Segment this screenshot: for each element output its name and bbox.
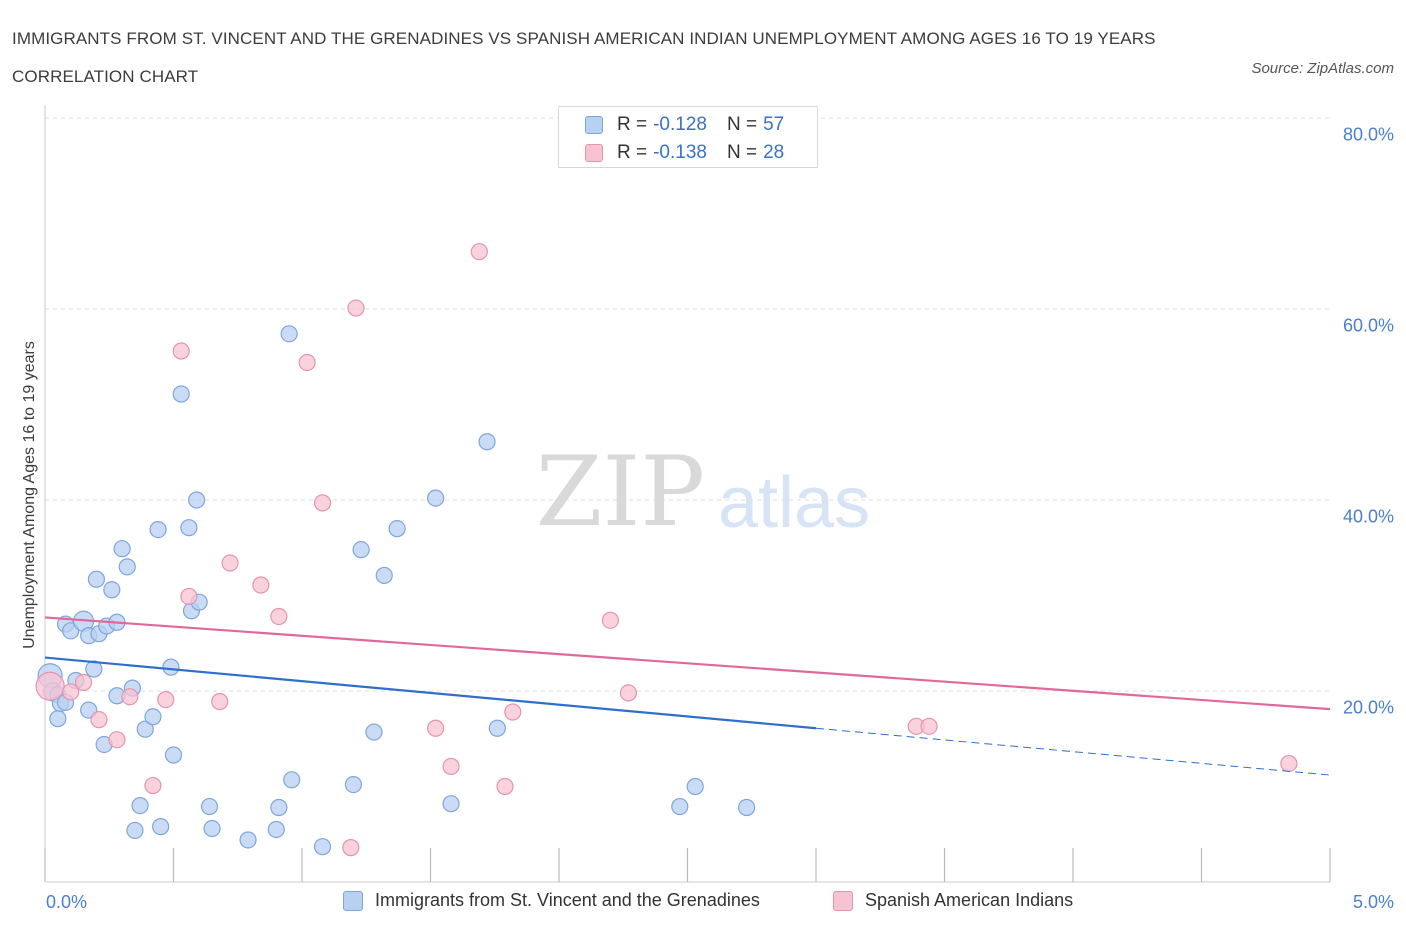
blue-data-point <box>136 720 154 738</box>
blue-data-point <box>388 520 406 538</box>
blue-data-point <box>375 566 393 585</box>
blue-data-point <box>344 775 362 794</box>
blue-data-point <box>152 818 170 836</box>
pink-data-point <box>172 342 190 360</box>
y-tick-label: 60.0% <box>1342 315 1394 336</box>
pink-trend-line <box>44 616 1331 711</box>
pink-data-point <box>1280 754 1298 773</box>
blue-data-point <box>270 798 288 817</box>
pink-data-point <box>270 607 288 626</box>
pink-data-point <box>342 839 360 857</box>
pink-data-point <box>221 554 239 572</box>
chart-title: IMMIGRANTS FROM ST. VINCENT AND THE GREN… <box>12 29 1156 86</box>
legend-row-pink: R = -0.138 N = 28 <box>585 141 784 165</box>
blue-data-point <box>188 491 206 509</box>
blue-data-point <box>442 795 460 813</box>
x-tick-label-min: 0.0% <box>46 892 88 912</box>
n-value: 28 <box>763 142 785 163</box>
blue-data-point <box>365 723 383 741</box>
legend-label: Spanish American Indians <box>865 890 1074 910</box>
pink-data-point <box>427 719 445 737</box>
pink-data-point <box>62 683 80 701</box>
blue-data-point <box>686 777 704 796</box>
blue-data-point <box>131 796 149 815</box>
legend-label: Immigrants from St. Vincent and the Gren… <box>375 890 760 910</box>
pink-data-point <box>298 353 316 372</box>
blue-data-point <box>280 325 298 343</box>
pink-data-point <box>313 494 332 512</box>
blue-data-point <box>164 746 183 764</box>
blue-data-point <box>49 710 67 728</box>
blue-data-point <box>126 821 144 840</box>
blue-data-point <box>118 558 136 576</box>
pink-data-point <box>496 777 514 796</box>
pink-data-point <box>180 587 198 606</box>
blue-data-point <box>283 771 301 789</box>
pink-data-point <box>211 692 229 711</box>
blue-data-point <box>488 719 506 737</box>
blue-swatch <box>585 116 603 134</box>
legend-item-spanish-american-indians: Spanish American Indians <box>833 890 1073 911</box>
y-tick-label: 20.0% <box>1342 697 1394 718</box>
blue-swatch <box>343 890 363 911</box>
blue-data-point <box>267 820 285 839</box>
correlation-legend: R = -0.128 N = 57 R = -0.138 N = 28 <box>558 106 818 168</box>
blue-data-point <box>149 521 167 539</box>
pink-data-point <box>920 717 938 735</box>
pink-data-point <box>90 711 108 729</box>
r-label: R = <box>617 114 648 135</box>
pink-data-point <box>252 576 270 594</box>
chart-source: Source: ZipAtlas.com <box>1251 60 1394 77</box>
blue-data-point <box>87 570 106 588</box>
x-tick-label-max: 5.0% <box>1352 892 1394 912</box>
pink-data-point <box>601 611 620 629</box>
pink-data-point <box>470 243 488 261</box>
blue-data-point <box>313 838 332 856</box>
pink-data-point <box>157 690 175 709</box>
n-value: 57 <box>763 114 785 135</box>
blue-trend-line <box>44 656 817 730</box>
blue-data-point <box>103 581 121 599</box>
legend-item-immigrants: Immigrants from St. Vincent and the Gren… <box>343 890 760 911</box>
pink-data-point <box>347 299 365 317</box>
pink-swatch <box>585 144 603 162</box>
blue-data-point <box>172 385 190 403</box>
n-label: N = <box>726 142 758 163</box>
pink-data-point <box>108 731 126 749</box>
pink-data-point <box>619 684 637 702</box>
n-label: N = <box>726 114 758 135</box>
blue-data-point <box>144 708 162 726</box>
legend-row-blue: R = -0.128 N = 57 <box>585 113 784 137</box>
r-value: -0.138 <box>653 142 707 163</box>
blue-data-point <box>478 433 496 451</box>
pink-data-point <box>74 673 93 692</box>
blue-data-point <box>113 540 131 558</box>
blue-data-point <box>239 831 257 849</box>
watermark-atlas: atlas <box>718 463 870 543</box>
blue-data-point <box>162 658 180 676</box>
pink-swatch <box>833 890 853 911</box>
pink-data-point <box>121 688 139 706</box>
pink-data-point <box>442 757 460 776</box>
blue-data-point <box>427 489 445 507</box>
blue-data-point <box>738 798 756 817</box>
y-tick-label: 40.0% <box>1342 506 1394 527</box>
blue-data-point <box>180 519 198 537</box>
blue-data-point <box>352 541 370 559</box>
pink-data-point <box>504 703 522 721</box>
series-legend: Immigrants from St. Vincent and the Gren… <box>0 890 1406 916</box>
watermark-zip: ZIP <box>536 436 705 548</box>
blue-data-point <box>200 797 219 816</box>
pink-data-point <box>144 776 162 795</box>
r-label: R = <box>617 142 648 163</box>
blue-data-point <box>671 797 689 816</box>
blue-trend-extension <box>815 727 1331 776</box>
blue-data-point <box>203 819 221 838</box>
y-tick-label: 80.0% <box>1342 124 1394 145</box>
r-value: -0.128 <box>653 114 707 135</box>
pink-data-point <box>35 671 65 701</box>
